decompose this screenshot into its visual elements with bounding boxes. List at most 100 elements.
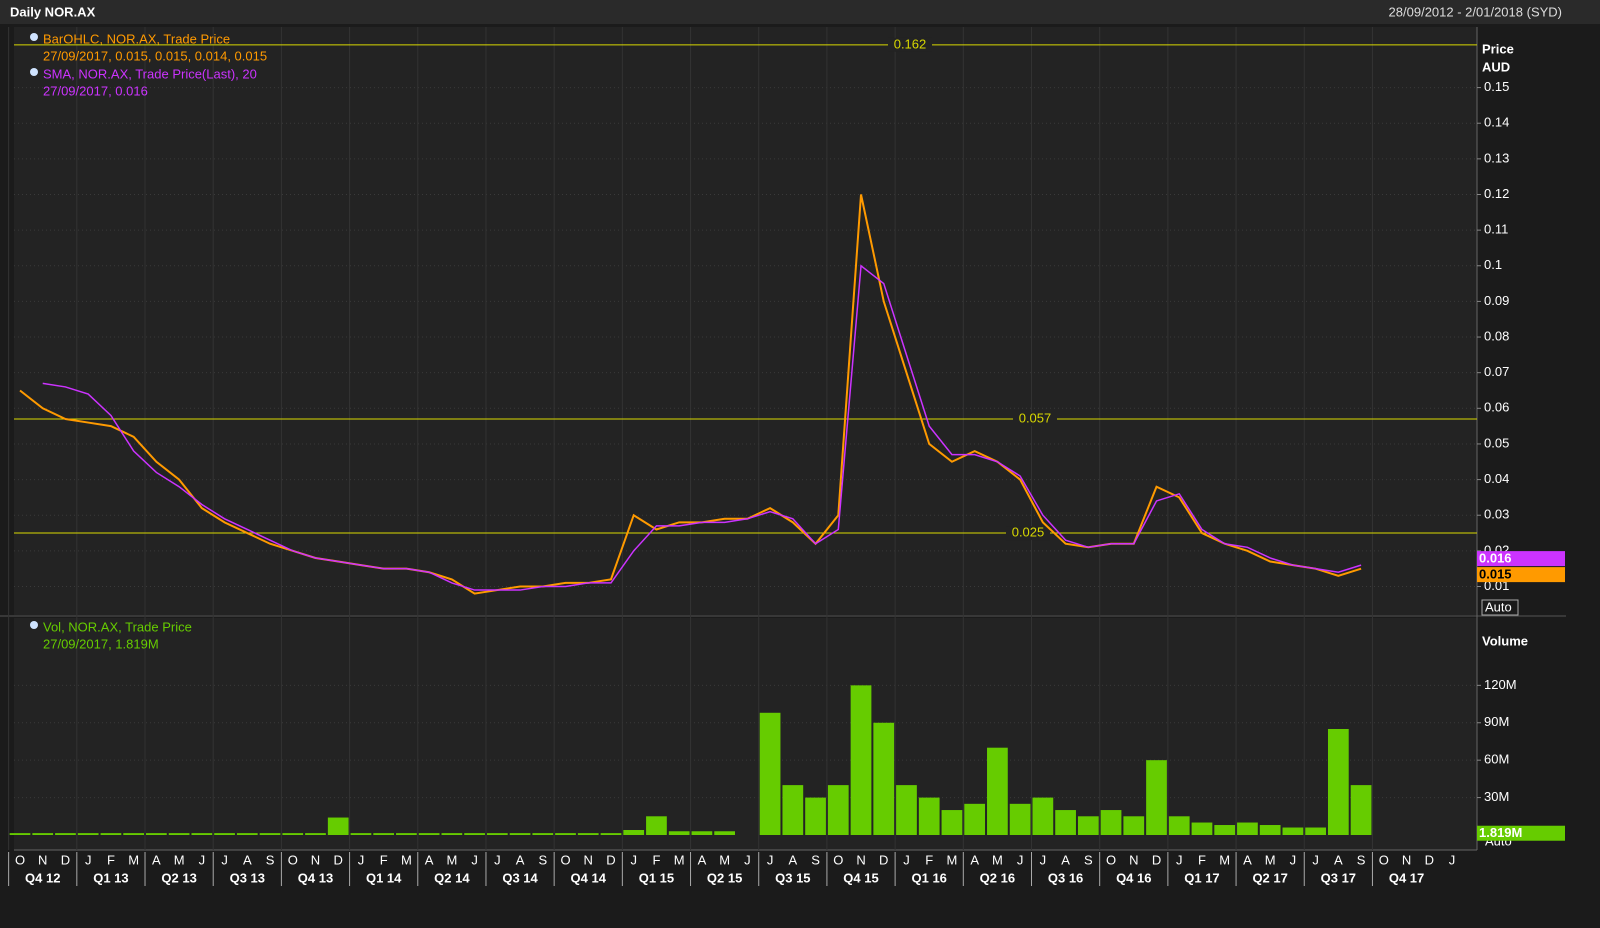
x-tick-label: O [1379,852,1389,867]
volume-bar [1214,825,1236,835]
quarter-label: Q3 13 [230,870,265,885]
volume-bar [236,833,258,835]
x-tick-label: M [174,852,185,867]
y-tick-label: 0.13 [1484,150,1509,165]
x-tick-label: N [856,852,865,867]
last-value-box [1477,551,1565,567]
volume-bar [1327,728,1349,835]
volume-bar [146,833,167,835]
x-tick-label: J [744,852,751,867]
last-value-box [1477,825,1565,841]
legend-icon[interactable] [30,33,38,41]
volume-bar [714,831,735,835]
x-tick-label: A [516,852,525,867]
price-line [42,264,1362,591]
x-tick-label: J [199,852,206,867]
last-value-label: 0.015 [1479,567,1512,582]
last-value-label: 0.016 [1479,551,1512,566]
volume-bar [464,833,485,835]
volume-bar [1237,822,1258,835]
y-tick-label: 0.03 [1484,507,1509,522]
x-tick-label: M [947,852,958,867]
quarter-label: Q4 12 [25,870,60,885]
x-tick-label: J [221,852,228,867]
x-tick-label: O [1106,852,1116,867]
quarter-label: Q1 14 [366,870,402,885]
volume-bar [168,833,190,835]
quarter-label: Q4 13 [298,870,333,885]
x-tick-label: M [446,852,457,867]
legend-detail: 27/09/2017, 0.016 [43,83,148,98]
x-tick-label: A [1243,852,1252,867]
volume-bar [1009,803,1031,835]
volume-bar [555,833,576,835]
x-tick-label: J [630,852,637,867]
volume-bar [418,833,440,835]
x-tick-label: S [266,852,275,867]
reference-label: 0.057 [1019,410,1052,425]
x-tick-label: J [903,852,910,867]
quarter-label: Q2 13 [161,870,196,885]
volume-bar [282,833,304,835]
volume-bar [373,833,395,835]
x-tick-label: A [788,852,797,867]
volume-bar [782,785,804,835]
price-line [19,194,1362,595]
y-tick-label: 0.14 [1484,115,1509,130]
x-tick-label: N [38,852,47,867]
volume-bar [896,785,917,835]
volume-bar [646,816,667,835]
x-tick-label: F [652,852,660,867]
x-tick-label: A [698,852,707,867]
volume-bar [1123,816,1145,835]
last-value-box [1477,567,1565,583]
x-tick-label: D [879,852,888,867]
volume-bar [77,833,99,835]
x-tick-label: D [61,852,70,867]
y-tick-label: 0.11 [1484,222,1508,237]
volume-bar [9,833,31,835]
x-tick-label: J [358,852,365,867]
scale-button-label[interactable]: Auto [1485,599,1512,614]
volume-bar [691,831,713,835]
y-tick-label: 30M [1484,789,1509,804]
volume-bar [1350,785,1372,835]
quarter-label: Q4 15 [843,870,878,885]
reference-label: 0.025 [1012,524,1045,539]
x-tick-label: D [334,852,343,867]
volume-bar [1259,825,1281,835]
chart-title: Daily NOR.AX [10,4,96,19]
legend-detail: 27/09/2017, 0.015, 0.015, 0.014, 0.015 [43,48,267,63]
y-tick-label: 120M [1484,677,1517,692]
quarter-label: Q2 16 [980,870,1015,885]
legend-name: BarOHLC, NOR.AX, Trade Price [43,31,230,46]
x-tick-label: S [1357,852,1366,867]
legend-icon[interactable] [30,621,38,629]
x-tick-label: J [1176,852,1183,867]
y-axis-label: Volume [1482,633,1528,648]
y-tick-label: 0.1 [1484,257,1502,272]
volume-bar [509,833,531,835]
volume-bar [964,803,986,835]
quarter-label: Q4 14 [571,870,607,885]
legend-name: Vol, NOR.AX, Trade Price [43,619,192,634]
y-tick-label: 0.15 [1484,79,1509,94]
volume-bar [1032,797,1054,835]
legend-name: SMA, NOR.AX, Trade Price(Last), 20 [43,66,257,81]
quarter-label: Q3 17 [1321,870,1356,885]
quarter-label: Q3 16 [1048,870,1083,885]
y-tick-label: 0.04 [1484,471,1509,486]
volume-bar [1305,827,1326,835]
scale-button[interactable] [1481,599,1519,616]
reference-label: 0.162 [894,36,927,51]
volume-bar [805,797,826,835]
volume-bar [987,747,1008,835]
y-tick-label: 0.07 [1484,364,1509,379]
volume-bar [759,712,781,835]
volume-bar [350,833,372,835]
x-tick-label: J [1312,852,1319,867]
x-tick-label: F [107,852,115,867]
legend-icon[interactable] [30,68,38,76]
x-tick-label: A [970,852,979,867]
